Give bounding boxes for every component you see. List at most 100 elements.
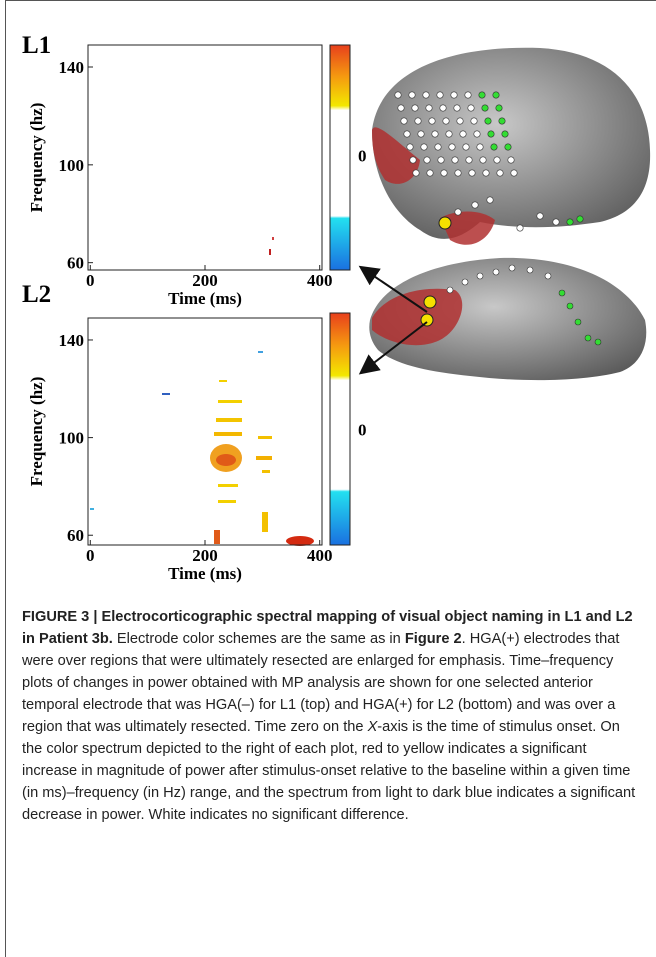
spectral-blob bbox=[216, 418, 242, 422]
electrode bbox=[412, 105, 418, 111]
electrode bbox=[449, 144, 455, 150]
electrode bbox=[401, 118, 407, 124]
electrode bbox=[418, 131, 424, 137]
electrode bbox=[559, 290, 565, 296]
y-axis-label: Frequency (hz) bbox=[27, 103, 46, 213]
electrode bbox=[440, 105, 446, 111]
electrode bbox=[462, 279, 468, 285]
electrode bbox=[493, 92, 499, 98]
electrode bbox=[488, 131, 494, 137]
caption: FIGURE 3 | Electrocorticographic spectra… bbox=[22, 606, 640, 826]
axes-frame bbox=[88, 45, 322, 270]
y-tick-label: 60 bbox=[67, 254, 84, 273]
electrode bbox=[437, 92, 443, 98]
electrode bbox=[477, 144, 483, 150]
spectral-blob bbox=[256, 456, 272, 460]
electrode bbox=[398, 105, 404, 111]
electrode bbox=[457, 118, 463, 124]
spectral-blob bbox=[216, 454, 236, 466]
electrode bbox=[432, 131, 438, 137]
brain-lower bbox=[369, 258, 646, 380]
electrode bbox=[446, 131, 452, 137]
electrode bbox=[577, 216, 583, 222]
electrode bbox=[575, 319, 581, 325]
electrode bbox=[479, 92, 485, 98]
colorbar bbox=[330, 45, 350, 270]
electrode bbox=[517, 225, 523, 231]
x-tick-label: 400 bbox=[307, 546, 333, 565]
caption-italic: X bbox=[368, 719, 378, 735]
x-axis-label: Time (ms) bbox=[168, 289, 242, 308]
electrode bbox=[438, 157, 444, 163]
electrode bbox=[463, 144, 469, 150]
electrode bbox=[491, 144, 497, 150]
electrode bbox=[423, 92, 429, 98]
electrode bbox=[415, 118, 421, 124]
spectral-blob bbox=[218, 500, 236, 503]
page: {"figure": {"panels": [ {"label": "L1", … bbox=[0, 0, 656, 957]
electrode bbox=[452, 157, 458, 163]
y-tick-label: 100 bbox=[59, 156, 85, 175]
electrode bbox=[455, 170, 461, 176]
electrode bbox=[441, 170, 447, 176]
y-tick-label: 140 bbox=[59, 331, 85, 350]
electrode bbox=[404, 131, 410, 137]
electrode bbox=[468, 105, 474, 111]
electrode bbox=[487, 197, 493, 203]
electrode bbox=[472, 202, 478, 208]
electrode bbox=[465, 92, 471, 98]
spectral-blob bbox=[218, 484, 238, 487]
x-tick-label: 0 bbox=[86, 546, 95, 565]
spectral-blob bbox=[262, 470, 270, 473]
spectral-blob bbox=[258, 436, 272, 439]
electrode bbox=[508, 157, 514, 163]
electrode bbox=[493, 269, 499, 275]
electrode bbox=[435, 144, 441, 150]
x-tick-label: 400 bbox=[307, 271, 333, 290]
electrode bbox=[460, 131, 466, 137]
colorbar-label: 0 bbox=[358, 421, 367, 440]
electrode bbox=[409, 92, 415, 98]
electrode bbox=[407, 144, 413, 150]
electrode bbox=[485, 118, 491, 124]
electrode bbox=[585, 335, 591, 341]
x-tick-label: 200 bbox=[192, 271, 218, 290]
colorbar bbox=[330, 313, 350, 545]
electrode bbox=[455, 209, 461, 215]
electrode bbox=[424, 157, 430, 163]
y-tick-label: 140 bbox=[59, 58, 85, 77]
electrode bbox=[567, 303, 573, 309]
electrode bbox=[509, 265, 515, 271]
electrode bbox=[527, 267, 533, 273]
electrode bbox=[537, 213, 543, 219]
axes-frame bbox=[88, 318, 322, 545]
electrode bbox=[451, 92, 457, 98]
electrode bbox=[567, 219, 573, 225]
y-tick-label: 100 bbox=[59, 429, 85, 448]
electrode bbox=[502, 131, 508, 137]
electrode bbox=[553, 219, 559, 225]
electrode bbox=[427, 170, 433, 176]
spectral-blob bbox=[90, 508, 94, 510]
electrode bbox=[499, 118, 505, 124]
electrode bbox=[480, 157, 486, 163]
electrode bbox=[496, 105, 502, 111]
electrode bbox=[466, 157, 472, 163]
y-tick-label: 60 bbox=[67, 526, 84, 545]
spectral-blob bbox=[258, 351, 263, 353]
electrode bbox=[421, 144, 427, 150]
spectral-blob bbox=[269, 249, 271, 255]
caption-text: Electrode color schemes are the same as … bbox=[117, 631, 405, 647]
spectral-blob bbox=[162, 393, 170, 395]
electrode bbox=[471, 118, 477, 124]
x-tick-label: 200 bbox=[192, 546, 218, 565]
spectral-blob bbox=[272, 237, 274, 240]
electrode bbox=[413, 170, 419, 176]
spectral-blob bbox=[214, 432, 242, 436]
electrode bbox=[595, 339, 601, 345]
electrode bbox=[497, 170, 503, 176]
electrode bbox=[545, 273, 551, 279]
panel-label: L2 bbox=[22, 281, 51, 308]
y-axis-label: Frequency (hz) bbox=[27, 377, 46, 487]
